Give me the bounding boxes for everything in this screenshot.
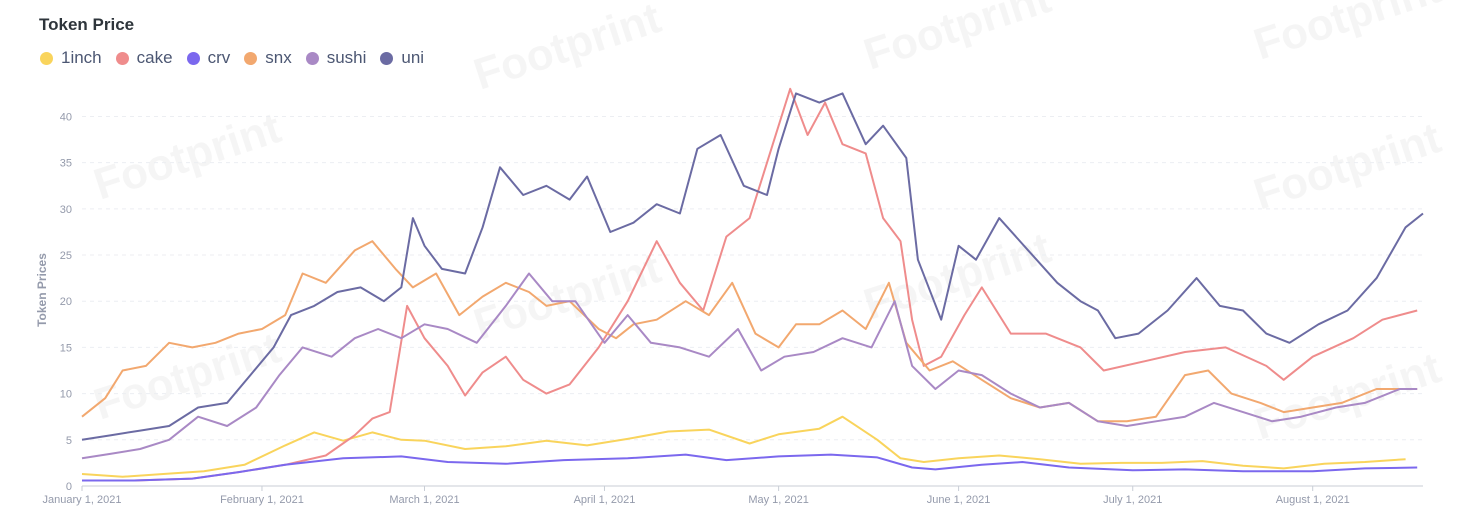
- y-tick-label: 35: [60, 158, 72, 170]
- y-tick-label: 5: [66, 435, 72, 447]
- legend-label: snx: [265, 48, 292, 67]
- x-tick-label: June 1, 2021: [927, 494, 991, 506]
- series-line-snx[interactable]: [81, 240, 1418, 423]
- watermark-text: Footprint: [468, 243, 667, 349]
- watermark-text: Footprint: [1248, 113, 1447, 219]
- legend-item-cake[interactable]: cake: [115, 48, 173, 68]
- series-line-crv[interactable]: [82, 453, 1418, 482]
- y-tick-label: 30: [60, 204, 72, 216]
- legend-item-1inch[interactable]: 1inch: [40, 48, 102, 68]
- grid-lines: [82, 115, 1423, 441]
- watermark-text: Footprint: [858, 0, 1057, 80]
- legend-label: uni: [401, 48, 425, 67]
- series-line-uni[interactable]: [81, 92, 1424, 441]
- legend-label: cake: [136, 48, 173, 67]
- legend-label: crv: [207, 48, 231, 67]
- legend-dot-icon: [40, 51, 53, 65]
- y-axis-label: Token Prices: [35, 253, 49, 327]
- legend-label: sushi: [326, 48, 367, 67]
- x-tick-label: February 1, 2021: [220, 494, 304, 506]
- x-axis: January 1, 2021 February 1, 2021 March 1, …: [43, 485, 1423, 506]
- legend-item-crv[interactable]: crv: [186, 48, 231, 68]
- legend-dot-icon: [186, 51, 200, 65]
- watermark-layer: Footprint Footprint Footprint Footprint Foot…: [88, 0, 1447, 450]
- y-tick-label: 40: [60, 111, 72, 123]
- y-tick-label: 10: [60, 389, 72, 401]
- y-tick-label: 25: [60, 250, 72, 262]
- watermark-text: Footprint: [1248, 343, 1447, 449]
- legend-dot-icon: [115, 51, 129, 65]
- y-axis-ticks: 0 5 10 15 20 25 30 35 40: [60, 111, 72, 493]
- y-tick-label: 0: [66, 481, 72, 493]
- watermark-text: Footprint: [88, 103, 287, 209]
- x-tick-label: April 1, 2021: [574, 494, 636, 506]
- x-tick-label: August 1, 2021: [1276, 494, 1350, 506]
- legend-dot-icon: [380, 51, 394, 65]
- legend-item-snx[interactable]: snx: [244, 48, 292, 68]
- legend-item-uni[interactable]: uni: [380, 48, 424, 68]
- x-tick-label: January 1, 2021: [43, 494, 122, 506]
- legend-item-sushi[interactable]: sushi: [305, 48, 367, 68]
- series-line-cake[interactable]: [82, 87, 1418, 482]
- series-line-1inch[interactable]: [81, 415, 1406, 478]
- chart-legend: 1inch cake crv snx sushi uni: [40, 48, 424, 68]
- watermark-text: Footprint: [1248, 0, 1447, 70]
- series-lines: [81, 87, 1424, 482]
- legend-dot-icon: [305, 51, 319, 65]
- chart-title: Token Price: [39, 15, 135, 34]
- legend-label: 1inch: [61, 48, 102, 67]
- x-tick-label: July 1, 2021: [1103, 494, 1162, 506]
- y-tick-label: 20: [60, 296, 72, 308]
- watermark-text: Footprint: [468, 0, 667, 100]
- series-line-sushi[interactable]: [81, 272, 1418, 460]
- legend-dot-icon: [244, 51, 258, 65]
- y-tick-label: 15: [60, 342, 72, 354]
- x-tick-label: May 1, 2021: [748, 494, 809, 506]
- x-tick-label: March 1, 2021: [389, 494, 459, 506]
